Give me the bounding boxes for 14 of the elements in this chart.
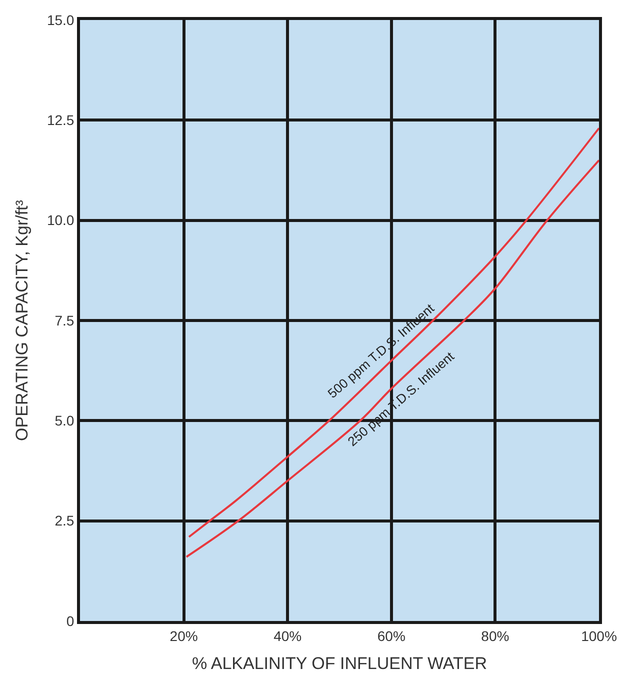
y-tick-label: 0 [66, 612, 74, 629]
x-axis-title: % ALKALINITY OF INFLUENT WATER [192, 654, 488, 674]
y-tick-label: 12.5 [46, 112, 74, 128]
y-tick-label: 5.0 [54, 412, 74, 429]
x-tick-label: 100% [581, 628, 617, 644]
x-tick-label: 60% [377, 628, 406, 644]
y-tick-label: 2.5 [54, 512, 74, 529]
y-axis-title: OPERATING CAPACITY, Kgr/ft³ [12, 200, 32, 441]
y-tick-label: 7.5 [54, 312, 74, 328]
x-tick-label: 40% [274, 628, 302, 644]
x-tick-label: 20% [170, 628, 198, 644]
x-tick-label: 80% [481, 628, 510, 644]
y-tick-label: 15.0 [46, 12, 74, 28]
y-tick-label: 10.0 [46, 212, 74, 228]
